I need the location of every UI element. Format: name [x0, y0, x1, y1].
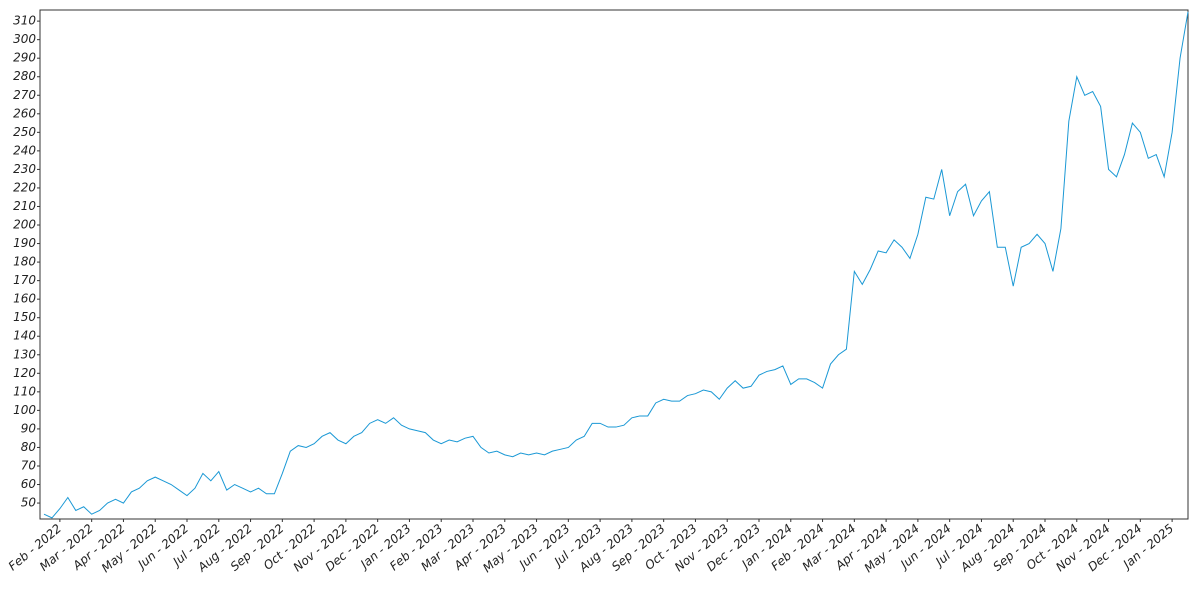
y-tick-label: 280 — [13, 69, 36, 83]
y-tick-label: 300 — [13, 32, 36, 46]
y-tick-label: 220 — [13, 180, 36, 194]
y-tick-label: 260 — [13, 106, 36, 120]
y-tick-label: 150 — [13, 310, 36, 324]
plot-frame — [39, 9, 1189, 520]
y-tick-label: 200 — [13, 218, 36, 232]
y-tick-label: 290 — [13, 51, 36, 65]
y-tick-label: 310 — [13, 14, 36, 28]
y-tick-label: 110 — [13, 384, 36, 398]
y-tick-label: 240 — [13, 143, 36, 157]
y-tick-label: 90 — [21, 421, 37, 435]
y-tick-label: 270 — [13, 88, 36, 102]
y-tick-label: 210 — [13, 199, 36, 213]
y-tick-label: 190 — [13, 236, 36, 250]
y-tick-label: 140 — [13, 329, 36, 343]
y-tick-label: 250 — [13, 125, 36, 139]
y-tick-label: 160 — [13, 292, 36, 306]
y-tick-label: 120 — [13, 366, 36, 380]
y-tick-label: 100 — [13, 403, 36, 417]
y-tick-label: 170 — [13, 273, 36, 287]
y-tick-label: 180 — [13, 255, 36, 269]
y-tick-label: 70 — [21, 458, 37, 472]
y-tick-label: 130 — [13, 347, 36, 361]
y-tick-label: 60 — [21, 477, 37, 491]
y-tick-label: 50 — [21, 496, 37, 510]
y-tick-label: 230 — [13, 162, 36, 176]
price-line — [43, 11, 1189, 519]
y-tick-label: 80 — [21, 440, 37, 454]
